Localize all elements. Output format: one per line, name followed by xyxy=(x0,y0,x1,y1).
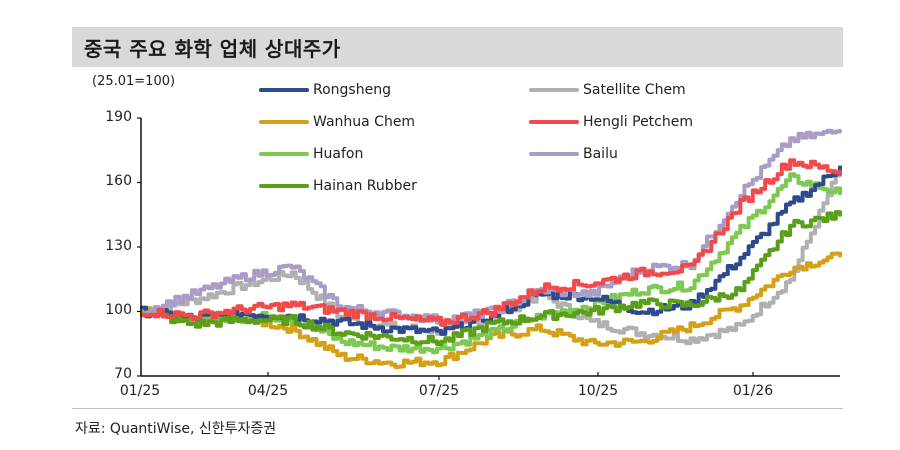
series-line-bailu xyxy=(140,128,842,325)
x-tick-01-26: 01/26 xyxy=(732,383,774,399)
x-tick-10-25: 10/25 xyxy=(577,383,619,399)
x-axis-ticks xyxy=(267,372,754,380)
legend-item-wanhua-chem: Wanhua Chem xyxy=(259,113,415,131)
legend-label: Bailu xyxy=(583,146,618,162)
y-tick-160: 160 xyxy=(105,173,132,189)
legend-swatch-satellite-chem xyxy=(529,88,579,92)
legend-item-hengli-petchem: Hengli Petchem xyxy=(529,113,693,131)
legend-label: Rongsheng xyxy=(313,82,391,98)
legend-item-bailu: Bailu xyxy=(529,145,618,163)
y-tick-130: 130 xyxy=(105,238,132,254)
legend-label: Huafon xyxy=(313,146,364,162)
legend-item-hainan-rubber: Hainan Rubber xyxy=(259,177,417,195)
y-axis-ticks xyxy=(137,117,141,377)
series-line-rongsheng xyxy=(140,165,842,336)
unit-label: (25.01=100) xyxy=(92,74,176,89)
legend-swatch-hengli-petchem xyxy=(529,120,579,124)
source-note: 자료: QuantiWise, 신한투자증권 xyxy=(75,421,277,437)
legend-item-rongsheng: Rongsheng xyxy=(259,81,391,99)
legend-label: Hengli Petchem xyxy=(583,114,693,130)
chart-title-bar: 중국 주요 화학 업체 상대주가 xyxy=(72,27,843,67)
legend-label: Satellite Chem xyxy=(583,82,686,98)
legend-item-satellite-chem: Satellite Chem xyxy=(529,81,686,99)
series-line-hengli-petchem xyxy=(140,158,842,327)
x-tick-04-25: 04/25 xyxy=(247,383,289,399)
legend-swatch-rongsheng xyxy=(259,88,309,92)
legend-label: Hainan Rubber xyxy=(313,178,417,194)
legend-item-huafon: Huafon xyxy=(259,145,363,163)
legend-swatch-hainan-rubber xyxy=(259,184,309,188)
footer-divider xyxy=(72,408,843,409)
y-tick-100: 100 xyxy=(105,302,132,318)
legend-swatch-wanhua-chem xyxy=(259,120,309,124)
legend-swatch-bailu xyxy=(529,152,579,156)
x-tick-07-25: 07/25 xyxy=(418,383,460,399)
y-tick-190: 190 xyxy=(105,109,132,125)
series-lines xyxy=(140,128,842,369)
series-line-hainan-rubber xyxy=(140,210,842,346)
chart-title: 중국 주요 화학 업체 상대주가 xyxy=(84,37,341,61)
x-tick-01-25: 01/25 xyxy=(119,383,161,399)
legend-swatch-huafon xyxy=(259,152,309,156)
y-tick-70: 70 xyxy=(114,366,132,382)
series-line-wanhua-chem xyxy=(140,251,842,369)
legend-label: Wanhua Chem xyxy=(313,114,416,130)
